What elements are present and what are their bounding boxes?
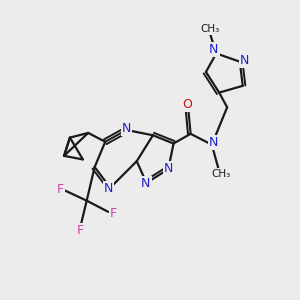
Text: N: N [209, 44, 219, 56]
Text: F: F [110, 207, 117, 220]
Text: N: N [208, 136, 218, 149]
Text: O: O [182, 98, 192, 111]
Text: CH₃: CH₃ [212, 169, 231, 178]
Text: F: F [77, 224, 84, 237]
Text: N: N [141, 177, 151, 190]
Text: F: F [57, 183, 64, 196]
Text: CH₃: CH₃ [201, 24, 220, 34]
Text: N: N [239, 54, 249, 67]
Text: N: N [164, 162, 173, 175]
Text: N: N [122, 122, 131, 135]
Text: N: N [104, 182, 113, 195]
